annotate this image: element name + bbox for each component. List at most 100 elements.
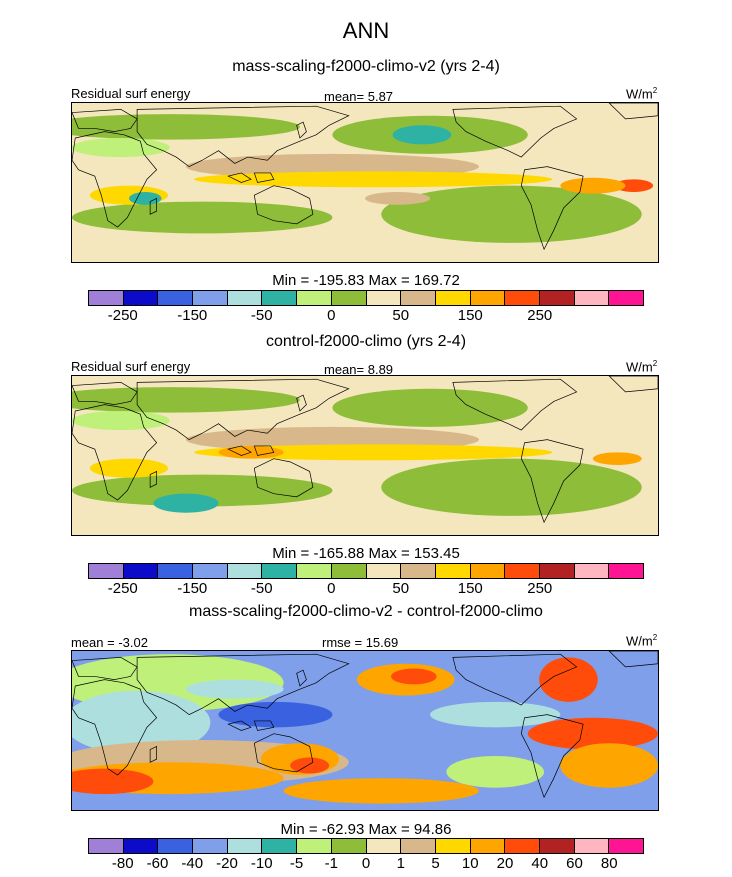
colorbar-swatch [609,564,643,578]
colorbar-swatch [505,839,540,853]
panel-2-minmax: Min = -165.88 Max = 153.45 [272,545,460,562]
colorbar-swatch [401,839,436,853]
colorbar-tick-label: 250 [527,580,553,597]
colorbar-tick-label: 50 [392,580,410,597]
colorbar-swatch [262,839,298,853]
panel-2-subtitle: control-f2000-climo (yrs 2-4) [265,333,467,350]
colorbar-tick-label: -150 [177,307,208,324]
colorbar-swatch [366,291,402,305]
panel-1-mean-label: mean= 5.87 [324,89,394,104]
colorbar-swatch [401,564,436,578]
colorbar-tick-label: -50 [250,580,273,597]
colorbar-swatch [89,839,124,853]
colorbar-tick-label: 1 [396,855,405,872]
colorbar-tick-label: 0 [327,307,336,324]
panel-2-map [71,375,659,536]
colorbar-swatch [193,291,228,305]
colorbar-swatch [193,839,228,853]
colorbar-tick-label: -150 [177,580,208,597]
colorbar-tick-label: -50 [250,307,273,324]
colorbar-swatch [331,291,367,305]
panel-2-colorbar [88,563,644,579]
colorbar-swatch [470,291,506,305]
colorbar-tick-label: 250 [527,307,553,324]
colorbar-swatch [158,291,194,305]
colorbar-swatch [297,291,332,305]
colorbar-swatch [539,839,575,853]
colorbar-tick-label: -80 [111,855,134,872]
colorbar-swatch [123,564,159,578]
colorbar-swatch [470,839,506,853]
colorbar-swatch [505,291,540,305]
colorbar-tick-label: 5 [431,855,440,872]
colorbar-swatch [158,564,194,578]
colorbar-swatch [331,564,367,578]
colorbar-tick-label: 80 [600,855,618,872]
colorbar-swatch [574,564,610,578]
panel-1-subtitle: mass-scaling-f2000-climo-v2 (yrs 2-4) [232,58,500,75]
colorbar-tick-label: 10 [461,855,479,872]
panel-3-units-label: W/m2 [626,633,658,649]
colorbar-swatch [609,291,643,305]
panel-1-variable-label: Residual surf energy [71,86,191,101]
panel-1-map [71,102,659,263]
colorbar-tick-label: -40 [181,855,204,872]
figure-title: ANN [342,18,390,43]
colorbar-swatch [297,564,332,578]
colorbar-swatch [366,839,402,853]
colorbar-swatch [193,564,228,578]
panel-2-mean-label: mean= 8.89 [324,362,394,377]
panel-1-colorbar [88,290,644,306]
colorbar-swatch [574,291,610,305]
colorbar-swatch [297,839,332,853]
colorbar-tick-label: 150 [457,580,483,597]
panel-1-units-label: W/m2 [626,86,658,102]
colorbar-swatch [366,564,402,578]
colorbar-swatch [262,291,298,305]
colorbar-tick-label: 40 [531,855,549,872]
colorbar-tick-label: 150 [457,307,483,324]
panel-3-mean-label: mean = -3.02 [71,635,148,650]
colorbar-swatch [123,839,159,853]
colorbar-tick-label: 50 [392,307,410,324]
colorbar-swatch [123,291,159,305]
colorbar-swatch [574,839,610,853]
panel-3-minmax: Min = -62.93 Max = 94.86 [280,821,452,838]
colorbar-swatch [505,564,540,578]
colorbar-swatch [435,564,471,578]
colorbar-swatch [470,564,506,578]
colorbar-tick-label: 0 [361,855,371,872]
colorbar-tick-label: -250 [107,580,138,597]
colorbar-swatch [331,839,367,853]
panel-3-colorbar [88,838,644,854]
colorbar-tick-label: 0 [327,580,336,597]
panel-3-subtitle: mass-scaling-f2000-climo-v2 - control-f2… [189,603,543,620]
colorbar-swatch [401,291,436,305]
colorbar-swatch [158,839,194,853]
colorbar-swatch [227,291,263,305]
panel-3-colorbar-labels: -80 -60 -40 -20 -10 -5 -1 0 1 5 10 20 40 60 80 [88,855,644,873]
colorbar-swatch [609,839,643,853]
colorbar-tick-label: 20 [496,855,514,872]
colorbar-swatch [435,839,471,853]
colorbar-swatch [89,291,124,305]
colorbar-tick-label: -250 [107,307,138,324]
colorbar-swatch [262,564,298,578]
colorbar-swatch [539,564,575,578]
panel-1-minmax: Min = -195.83 Max = 169.72 [272,272,460,289]
colorbar-swatch [227,839,263,853]
panel-2-variable-label: Residual surf energy [71,359,191,374]
panel-3-rmse-label: rmse = 15.69 [322,635,399,650]
colorbar-tick-label: -1 [324,855,338,872]
colorbar-swatch [539,291,575,305]
colorbar-tick-label: 60 [566,855,583,872]
colorbar-tick-label: -20 [216,855,238,872]
panel-3-map [71,650,659,811]
colorbar-swatch [89,564,124,578]
colorbar-swatch [435,291,471,305]
panel-2-units-label: W/m2 [626,359,658,375]
colorbar-tick-label: -10 [250,855,273,872]
panel-2-colorbar-labels: -250 -150 -50 0 50 150 250 [88,580,644,598]
colorbar-tick-label: -5 [289,855,304,872]
colorbar-swatch [227,564,263,578]
